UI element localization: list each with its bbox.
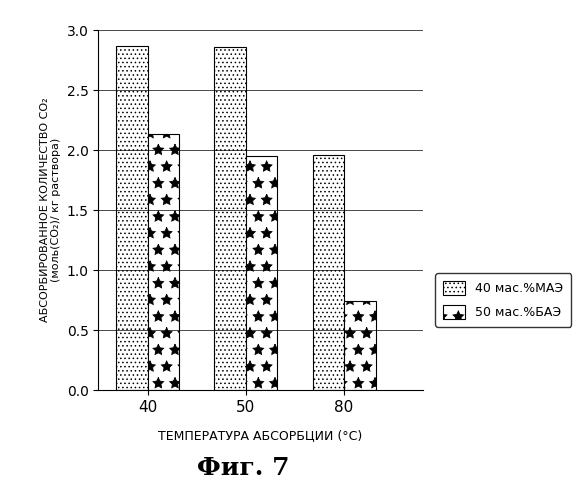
Bar [214, 47, 246, 390]
Bar [116, 46, 148, 390]
Text: Фиг. 7: Фиг. 7 [197, 456, 290, 480]
Bar [344, 301, 376, 390]
Bar [246, 156, 277, 390]
Bar [148, 134, 179, 390]
Bar [313, 155, 344, 390]
X-axis label: ТЕМПЕРАТУРА АБСОРБЦИИ (°C): ТЕМПЕРАТУРА АБСОРБЦИИ (°C) [159, 428, 362, 442]
Legend: 40 мас.%МАЭ, 50 мас.%БАЭ: 40 мас.%МАЭ, 50 мас.%БАЭ [435, 273, 571, 327]
Y-axis label: АБСОРБИРОВАННОЕ КОЛИЧЕСТВО CO₂
(моль(CO₂)/ кг раствора): АБСОРБИРОВАННОЕ КОЛИЧЕСТВО CO₂ (моль(CO₂… [39, 98, 61, 322]
